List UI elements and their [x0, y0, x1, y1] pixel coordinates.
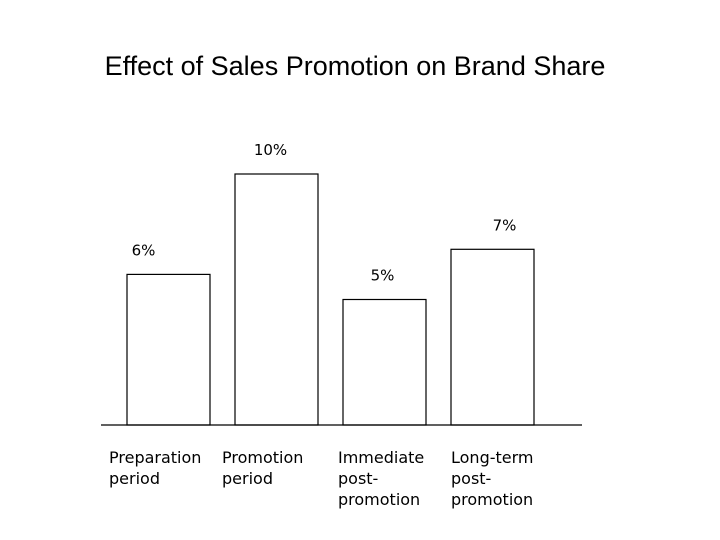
- category-label: Immediate post- promotion: [338, 448, 425, 509]
- bars-group: [126, 173, 535, 426]
- data-label: 5%: [371, 267, 395, 285]
- bar: [234, 173, 319, 426]
- data-label: 7%: [493, 216, 517, 234]
- bar: [342, 298, 427, 426]
- bar: [450, 248, 535, 426]
- bar: [126, 273, 211, 426]
- category-label: Preparation period: [109, 448, 202, 488]
- category-label: Long-term post- promotion: [451, 448, 534, 509]
- category-label: Promotion period: [222, 448, 304, 488]
- data-label: 6%: [132, 241, 156, 259]
- data-label: 10%: [254, 141, 287, 159]
- chart-title: Effect of Sales Promotion on Brand Share: [104, 51, 606, 81]
- data-labels-group: 6% 10% 5% 7%: [132, 141, 517, 285]
